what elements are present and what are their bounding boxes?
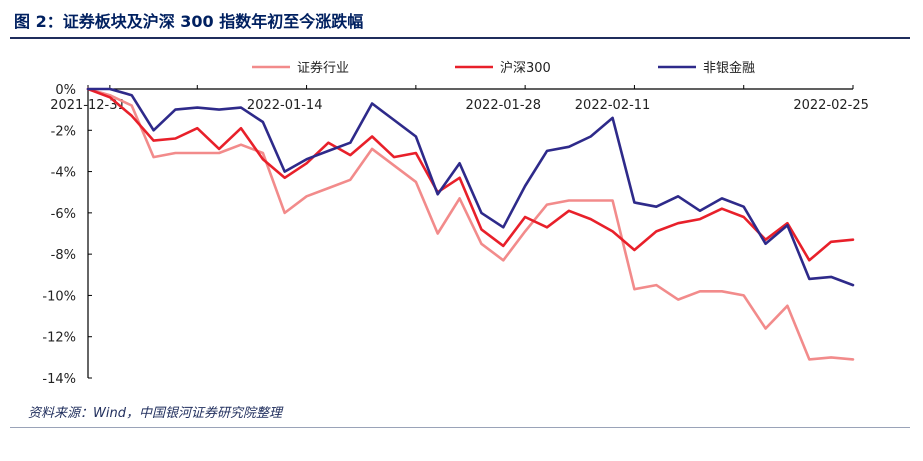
legend-label: 证券行业 [297,60,349,76]
y-tick-label: 0% [55,83,76,98]
figure-title: 图 2：证券板块及沪深 300 指数年初至今涨跌幅 [14,12,364,31]
chart-series [86,87,855,361]
legend-label: 沪深300 [500,60,551,76]
x-tick-label: 2022-01-28 [466,98,542,113]
series-line-3 [86,87,855,287]
y-tick-label: -2% [51,124,76,139]
y-tick-label: -8% [51,248,76,263]
line-chart: 证券行业 沪深300 非银金融 0% -2% -4% -6% -8% -10% -12% -14%… [42,60,869,387]
y-tick-label: -10% [42,289,76,304]
legend-label: 非银金融 [703,60,755,76]
chart-legend: 证券行业 沪深300 非银金融 [252,60,755,76]
x-tick-label: 2022-02-25 [793,98,869,113]
x-tick-label: 2022-02-11 [575,98,651,113]
title-divider [10,37,910,39]
data-source-note: 资料来源：Wind，中国银河证券研究院整理 [28,406,282,421]
x-tick-label: 2022-01-14 [247,98,323,113]
y-tick-label: -6% [51,207,76,222]
y-tick-label: -4% [51,166,76,181]
x-tick-label: 2021-12-31 [50,98,126,113]
chart-axes: 0% -2% -4% -6% -8% -10% -12% -14% 2021-12-31 2022… [42,83,869,387]
series-line-2 [86,87,855,262]
y-tick-label: -14% [42,372,76,387]
series-line-1 [86,87,855,361]
footer-divider [10,427,910,428]
y-tick-label: -12% [42,331,76,346]
